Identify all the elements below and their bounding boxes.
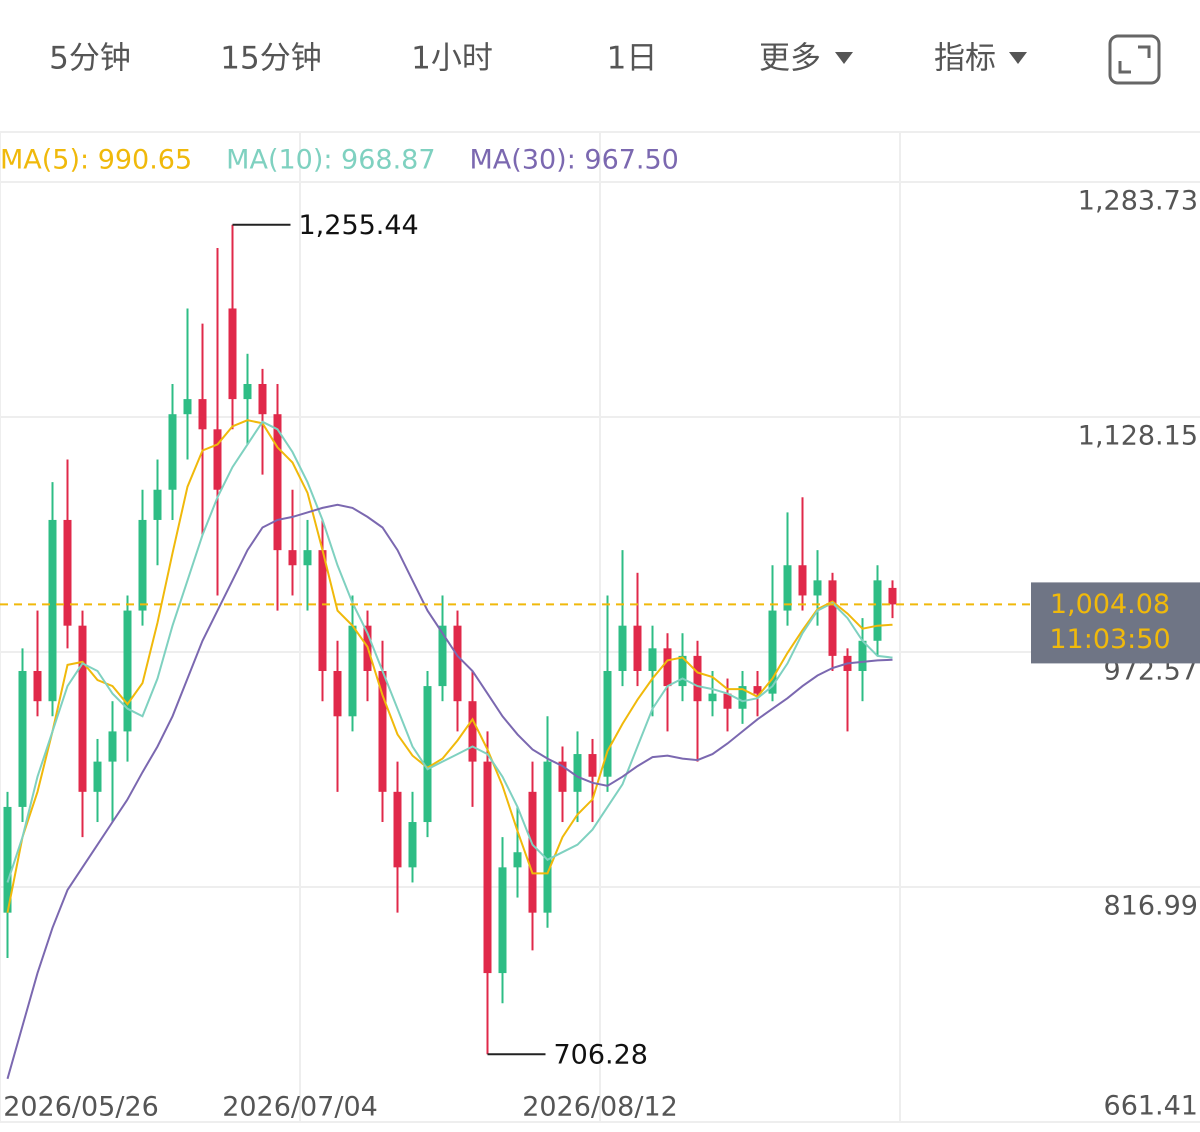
- candle-body: [93, 761, 102, 792]
- countdown: 11:03:50: [1049, 624, 1170, 655]
- candle-body: [168, 414, 177, 490]
- candle-body: [543, 761, 552, 913]
- candle-body: [513, 852, 522, 868]
- candle-body: [393, 791, 402, 868]
- candle-body: [18, 670, 27, 807]
- candle-body: [858, 640, 867, 671]
- candle-body: [708, 693, 717, 702]
- tab[interactable]: 15分钟: [220, 41, 321, 77]
- candle-body: [558, 761, 567, 792]
- candle-body: [243, 383, 252, 400]
- candle-body: [468, 701, 477, 762]
- candle-body: [693, 655, 702, 702]
- candle-body: [738, 686, 747, 709]
- candle-body: [288, 550, 297, 566]
- candle-body: [768, 610, 777, 694]
- candle-body: [123, 610, 132, 732]
- candle-body: [348, 625, 357, 717]
- y-tick-label: 661.41: [1104, 1091, 1198, 1122]
- candle-body: [438, 625, 447, 687]
- candle-body: [303, 550, 312, 566]
- candle-body: [33, 670, 42, 702]
- ma-line: [6, 420, 893, 883]
- candle-body: [318, 550, 327, 671]
- candle-body: [153, 489, 162, 520]
- candle-body: [138, 519, 147, 611]
- fullscreen-button[interactable]: [1108, 34, 1161, 85]
- candle-body: [723, 693, 732, 709]
- dropdown-arrow: [1009, 52, 1027, 64]
- candle-body: [573, 754, 582, 792]
- tab[interactable]: 指标: [934, 41, 996, 77]
- candle-body: [453, 625, 462, 702]
- tab[interactable]: 1日: [607, 41, 658, 77]
- candle-body: [378, 670, 387, 792]
- candle-body: [603, 670, 612, 777]
- candle-body: [273, 414, 282, 551]
- candle-body: [618, 625, 627, 671]
- candle-body: [78, 625, 87, 792]
- candle-body: [3, 806, 12, 913]
- candle-body: [198, 399, 207, 430]
- candle-body: [48, 519, 57, 702]
- legend-entry: MA(10): 968.87: [226, 145, 435, 176]
- x-tick-label: 2026/05/26: [3, 1092, 159, 1123]
- last-price-label: 1,004.08: [1050, 589, 1170, 620]
- candle-body: [753, 686, 762, 694]
- candle-body: [498, 867, 507, 974]
- fullscreen-icon: [1118, 45, 1151, 74]
- fullscreen-frame: [1108, 34, 1161, 85]
- candle-body: [333, 670, 342, 717]
- tab[interactable]: 1小时: [411, 41, 493, 77]
- candle-body: [258, 383, 267, 415]
- candle-body: [483, 761, 492, 974]
- candle-body: [633, 625, 642, 671]
- candle-body: [783, 565, 792, 611]
- candle-body: [888, 587, 897, 605]
- candle-body: [228, 308, 237, 400]
- ma-line: [6, 503, 893, 1080]
- y-tick-label: 816.99: [1104, 891, 1198, 922]
- candle-body: [528, 791, 537, 913]
- candle-body: [408, 822, 417, 868]
- candle-body: [213, 429, 222, 490]
- y-tick-label: 1,128.15: [1078, 421, 1198, 452]
- candle-body: [108, 731, 117, 762]
- ma-line: [6, 419, 893, 913]
- candle-body: [828, 580, 837, 656]
- candle-body: [663, 648, 672, 687]
- candle-body: [588, 754, 597, 777]
- candle-body: [183, 399, 192, 415]
- candle-body: [423, 686, 432, 823]
- candle-body: [798, 565, 807, 596]
- dropdown-arrow: [835, 52, 853, 64]
- candle-body: [873, 580, 882, 641]
- extreme-label: 1,255.44: [299, 210, 419, 241]
- candle-body: [648, 648, 657, 671]
- x-tick-label: 2026/08/12: [522, 1092, 678, 1123]
- y-tick-label: 1,283.73: [1078, 186, 1198, 217]
- x-tick-label: 2026/07/04: [222, 1092, 378, 1123]
- tab[interactable]: 更多: [759, 41, 821, 77]
- candle-body: [813, 580, 822, 596]
- legend-entry: MA(30): 967.50: [470, 145, 679, 176]
- tab[interactable]: 5分钟: [49, 41, 131, 77]
- candle-body: [63, 519, 72, 626]
- legend-entry: MA(5): 990.65: [0, 145, 192, 176]
- extreme-label: 706.28: [554, 1040, 648, 1071]
- last-price-box: [1031, 582, 1200, 664]
- candle-body: [678, 655, 687, 687]
